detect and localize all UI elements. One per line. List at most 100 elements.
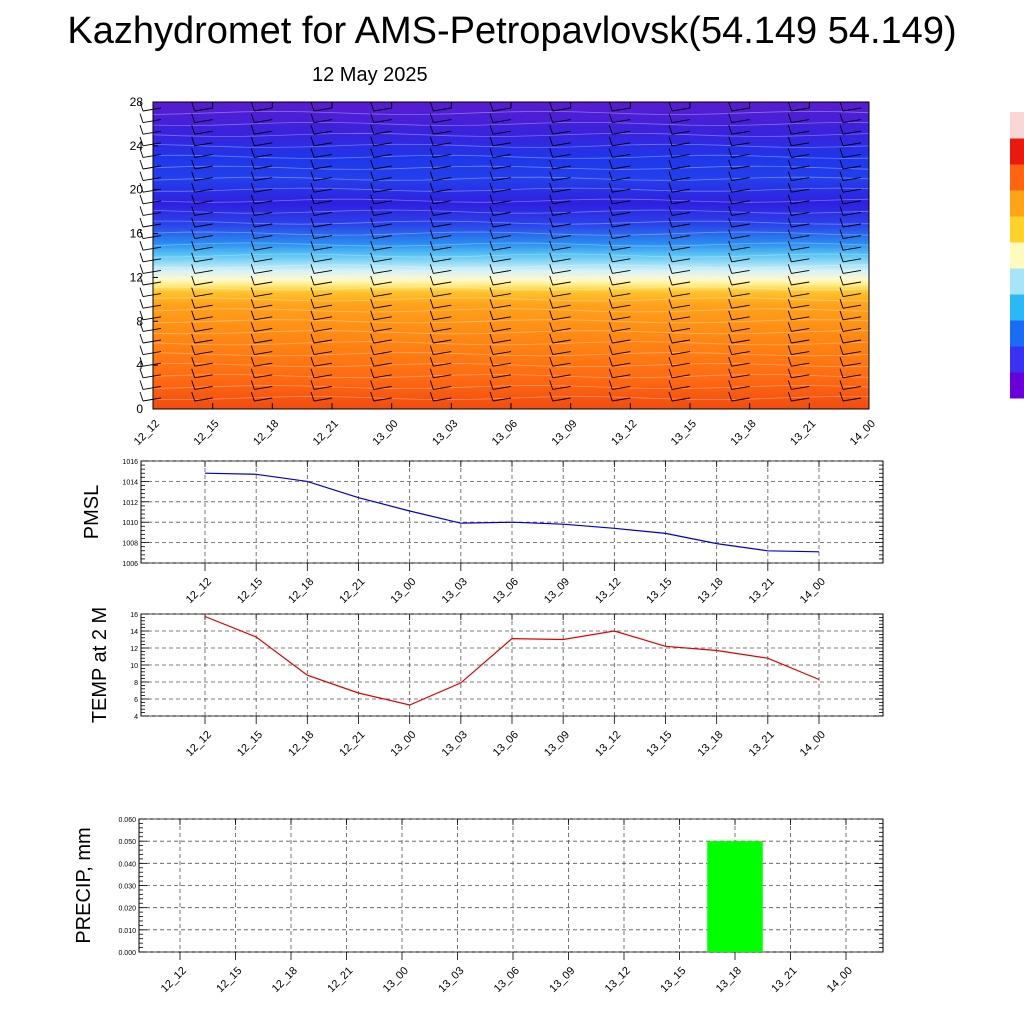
wind-barb [139,357,162,367]
precip-x-tick-label: 13_12 [603,965,633,995]
wind-barb [139,287,162,298]
temp-x-tick-label: 12_18 [286,729,316,759]
heatmap-x-tick-label: 12_21 [311,418,341,448]
wind-barb [489,241,512,251]
pmsl-x-tick-label: 13_12 [593,576,623,606]
wind-barb [191,345,213,356]
precip-y-tick-label: 0.040 [118,861,136,868]
wind-barb [370,101,392,112]
temp-y-tick-label: 10 [130,663,138,670]
wind-barb [370,275,392,286]
wind-barb [728,101,750,112]
colorbar-swatch [1010,372,1024,399]
wind-barb [191,368,213,379]
wind-barb [250,171,273,182]
wind-barb [668,275,691,286]
wind-barb [549,380,571,390]
wind-barb [489,171,512,182]
wind-barb [668,148,691,158]
wind-barb [787,206,810,216]
precip-bar [707,841,763,952]
wind-barb [839,252,862,263]
wind-barb [139,241,162,251]
wind-barb [139,275,162,286]
pmsl-series-line [204,472,820,553]
temp-x-tick-label: 14_00 [798,729,828,759]
wind-barb [608,125,631,135]
wind-barb [787,241,810,251]
precip-x-tick-label: 12_21 [325,965,355,995]
wind-barb [728,136,750,147]
wind-barb [608,136,631,147]
wind-barb [489,310,512,321]
precip-y-tick-label: 0.010 [118,928,136,935]
wind-barb [139,299,162,309]
wind-barb [787,310,810,321]
wind-barb [310,275,333,286]
heatmap-x-tick-label: 13_03 [430,418,460,448]
wind-barb [139,333,162,344]
wind-barb [139,148,162,158]
wind-barb [839,206,862,216]
wind-barb [787,194,810,205]
precip-x-tick-label: 13_15 [658,965,688,995]
chart-subtitle: 12 May 2025 [312,64,428,86]
wind-barb [668,183,691,193]
wind-barb [787,101,810,112]
heatmap-y-tick-label: 0 [136,402,143,416]
precip-x-tick-label: 13_09 [547,965,577,995]
wind-barb [839,357,862,367]
wind-barb [839,194,862,205]
wind-barb [191,241,213,251]
wind-barb [608,333,631,344]
heatmap-y-tick-label: 4 [136,358,143,372]
precip-y-tick-label: 0.000 [118,950,136,957]
wind-barb [668,322,691,332]
wind-barb [489,380,512,390]
temp-x-tick-label: 13_00 [388,729,418,759]
precip-x-tick-label: 13_03 [436,965,466,995]
heatmap-x-tick-label: 12_12 [132,418,162,448]
wind-barb [839,101,862,112]
heatmap-y-tick-label: 8 [136,314,143,328]
colorbar-swatch [1010,190,1024,217]
temp-y-axis-label: TEMP at 2 M [89,607,111,723]
wind-barb [549,368,571,379]
wind-barb [728,264,750,274]
wind-barb [489,206,512,216]
wind-barb [839,183,862,193]
wind-barb [429,368,452,379]
wind-barb [728,217,750,228]
precip-x-tick-label: 12_15 [214,965,244,995]
wind-barb [489,345,512,356]
temp-y-tick-label: 6 [134,697,138,704]
wind-barb [139,171,162,182]
pmsl-x-tick-label: 13_21 [747,576,777,606]
wind-barb [191,357,213,367]
wind-barb [310,380,333,390]
wind-barb [310,368,333,379]
wind-barb [608,322,631,332]
wind-barb [191,125,213,135]
wind-barb [370,252,392,263]
pmsl-x-tick-label: 13_03 [440,576,470,606]
wind-barb [839,264,862,274]
wind-barb [250,148,273,158]
wind-barb [728,333,750,344]
wind-barb [250,252,273,263]
wind-barb [608,159,631,170]
wind-barb [191,310,213,321]
wind-barb [191,136,213,147]
wind-barb [608,357,631,367]
wind-barb [139,206,162,216]
wind-barb [668,368,691,379]
wind-barb [839,125,862,135]
wind-barb [250,241,273,251]
wind-barb [429,125,452,135]
wind-barb [250,333,273,344]
wind-barb [191,275,213,286]
wind-barb [787,171,810,182]
wind-barb [668,264,691,274]
pmsl-x-tick-label: 12_15 [235,576,265,606]
wind-barb [429,113,452,124]
